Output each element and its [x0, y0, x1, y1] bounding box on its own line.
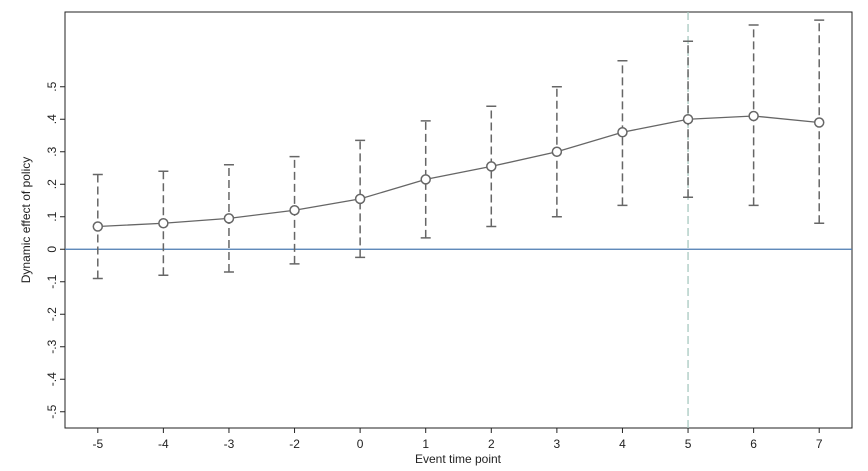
estimate-point: [354, 193, 366, 205]
y-tick-label: 0: [45, 246, 59, 253]
estimate-line: [97, 115, 820, 228]
x-tick-label: 1: [422, 437, 429, 451]
estimate-point: [223, 213, 235, 224]
x-tick-label: 6: [750, 437, 757, 451]
estimate-point: [551, 146, 563, 157]
x-tick-label: 5: [685, 437, 692, 451]
x-tick-label: -5: [92, 437, 103, 451]
x-tick-label: 7: [816, 437, 823, 451]
x-tick-label: -4: [158, 437, 169, 451]
y-tick-label: -.1: [45, 274, 59, 288]
estimate-point: [486, 161, 497, 172]
x-tick-label: 2: [488, 437, 495, 451]
y-tick-label: .1: [45, 211, 59, 221]
x-axis-label: Event time point: [415, 452, 502, 466]
estimate-point: [92, 221, 104, 232]
estimate-point: [289, 205, 300, 216]
estimate-point: [682, 114, 694, 125]
x-tick-label: -2: [289, 437, 300, 451]
estimate-point: [748, 110, 759, 122]
plot-frame: [64, 11, 853, 429]
x-tick-label: 0: [357, 437, 364, 451]
y-tick-label: -.2: [45, 307, 59, 321]
estimate-point: [617, 127, 628, 138]
estimate-point: [813, 117, 825, 128]
y-tick-label: .4: [45, 114, 59, 124]
y-tick-label: .3: [45, 146, 59, 156]
estimate-point: [420, 174, 431, 185]
y-axis-label: Dynamic effect of policy: [19, 157, 33, 284]
y-tick-label: .2: [45, 179, 59, 189]
y-tick-label: -.4: [45, 372, 59, 386]
x-tick-label: 3: [554, 437, 561, 451]
x-tick-label: 4: [619, 437, 626, 451]
estimate-point: [158, 218, 169, 229]
x-tick-label: -3: [224, 437, 235, 451]
y-tick-label: -.3: [45, 339, 59, 353]
y-tick-label: .5: [45, 81, 59, 91]
y-tick-label: -.5: [45, 404, 59, 418]
